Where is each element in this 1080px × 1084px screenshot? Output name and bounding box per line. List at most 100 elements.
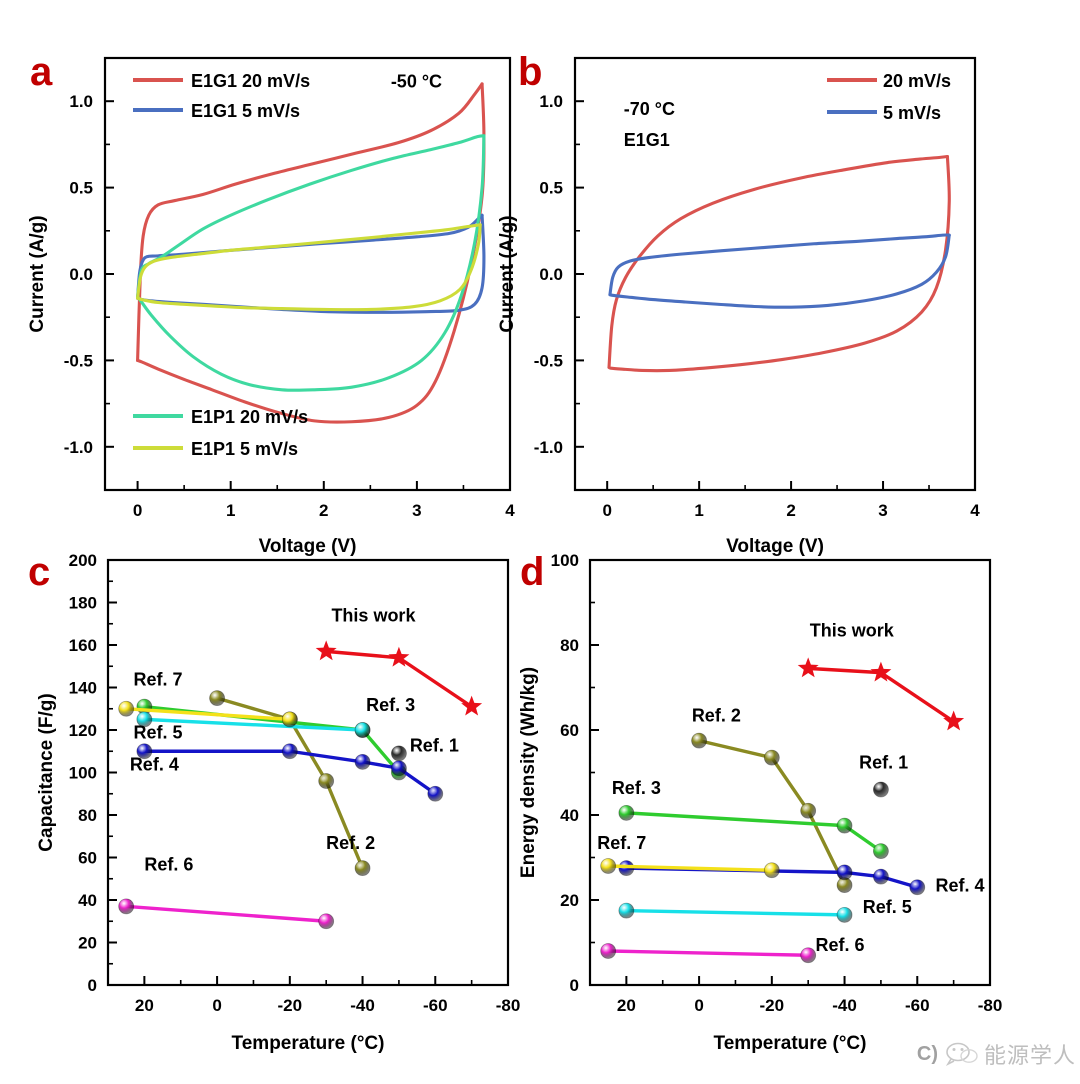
series-annotation: Ref. 5 [133,723,182,743]
panel-d-svg: 20 0 -20 -40 -60 -80 0 20 40 60 80 100 Temperature (… [518,551,1002,1054]
legend-label: E1G1 5 mV/s [191,101,300,121]
x-axis-title: Voltage (V) [259,536,357,557]
cv-curve [136,134,486,299]
ball-marker [118,700,135,717]
y-axis-title: Energy density (Wh/kg) [518,667,539,878]
x-tick-label: 20 [617,996,636,1015]
x-tick-label: 1 [694,501,703,520]
star-marker [315,640,337,661]
cv-curve [136,223,482,300]
ball-marker [118,898,135,915]
series-annotation: Ref. 6 [815,935,864,955]
ball-marker [600,943,617,959]
star-marker [461,695,483,716]
series-line [606,864,774,872]
x-tick-label: -60 [905,996,930,1015]
y-axis-title: Current (A/g) [27,215,48,332]
x-tick-label: 0 [694,996,703,1015]
ball-marker [318,913,335,930]
y-tick-label: 0 [570,976,579,995]
series-annotation: This work [810,621,895,641]
panel-a: 0 1 2 3 4 1.0 0.5 0.0 -0.5 -1.0 Voltage (V) Current… [0,0,520,557]
ball-marker [836,864,853,881]
ball-marker [281,743,298,760]
legend-label: E1G1 20 mV/s [191,71,310,91]
series-annotation: Ref. 1 [859,752,908,772]
series-line [215,696,365,870]
x-tick-label: 3 [878,501,887,520]
star-marker [943,710,965,731]
y-tick-label: -0.5 [534,351,563,370]
ball-marker [909,879,926,896]
ball-marker [873,781,889,798]
x-tick-label: 3 [412,501,421,520]
cv-curve [136,82,484,362]
cv-curve [136,213,484,300]
x-axis-title: Temperature (°C) [232,1033,385,1054]
ball-marker [354,860,371,877]
cv-curve [608,233,951,309]
legend-label: E1P1 20 mV/s [191,407,308,427]
y-tick-label: 1.0 [539,92,563,111]
series-annotation: Ref. 7 [133,669,182,689]
x-axis-title: Temperature (°C) [714,1033,867,1054]
ball-marker [763,862,780,879]
x-axis-title: Voltage (V) [726,536,824,557]
y-tick-label: 140 [69,679,97,698]
plot-frame [588,558,992,987]
series-annotation: Ref. 1 [410,735,459,755]
y-tick-label: 40 [560,806,579,825]
x-tick-label: -40 [832,996,857,1015]
star-marker [388,646,410,667]
series-line [124,904,328,923]
y-axis-title: Capacitance (F/g) [36,693,57,851]
y-tick-label: 0 [88,976,97,995]
ball-marker [318,773,335,789]
ball-marker [136,711,153,728]
y-tick-label: 160 [69,636,97,655]
series-annotation: Ref. 3 [612,778,661,798]
series-annotation: Ref. 4 [130,754,179,774]
ball-marker [800,947,817,964]
y-tick-label: 60 [560,721,579,740]
cv-curve [136,134,486,392]
ball-marker [800,802,817,819]
x-tick-label: -40 [350,996,375,1015]
y-tick-label: 1.0 [69,92,93,111]
x-tick-label: 0 [133,501,142,520]
ball-marker [391,760,407,777]
x-tick-label: 1 [226,501,235,520]
ball-marker [618,804,635,821]
y-tick-label: -1.0 [534,438,563,457]
x-tick-label: -80 [496,996,521,1015]
panel-annotation: -70 °C [624,99,675,119]
x-tick-label: 2 [786,501,795,520]
ball-marker [618,902,635,919]
panel-label-d: d [520,550,545,594]
ball-marker [691,732,707,749]
x-tick-label: -60 [423,996,448,1015]
ball-marker [427,785,444,802]
x-tick-label: -20 [278,996,303,1015]
ball-marker [136,743,153,760]
cv-curve [608,233,951,297]
y-tick-label: 200 [69,551,97,570]
watermark: C) 能源学人 [917,1038,1076,1070]
ball-marker [354,753,371,770]
ball-marker [209,690,225,707]
ball-marker [836,906,853,923]
x-tick-label: 2 [319,501,328,520]
ball-marker [873,843,889,860]
y-tick-label: 0.0 [539,265,563,284]
ball-marker [391,745,407,762]
y-tick-label: -0.5 [64,351,93,370]
ball-marker [600,858,617,874]
y-tick-label: 60 [78,849,97,868]
watermark-prefix: C) [916,1042,938,1065]
y-tick-label: -1.0 [64,438,93,457]
series-annotation: Ref. 5 [863,897,912,917]
y-tick-label: 80 [560,636,579,655]
ball-marker [354,722,371,738]
y-tick-label: 80 [78,806,97,825]
series-annotation: Ref. 7 [597,833,646,853]
